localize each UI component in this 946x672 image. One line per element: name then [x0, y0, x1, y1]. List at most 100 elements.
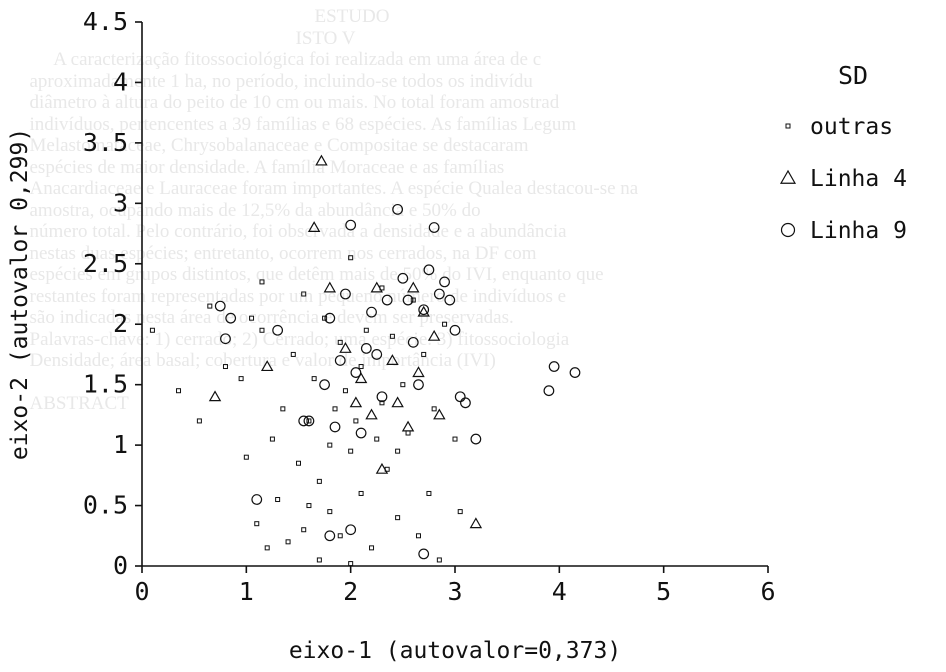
point-outras — [363, 327, 369, 333]
point-linha-9 — [340, 288, 351, 300]
point-linha-9 — [214, 300, 226, 312]
y-tick-label: 3.5 — [83, 128, 128, 157]
point-linha-9 — [366, 306, 377, 318]
point-linha-9 — [329, 421, 341, 433]
point-outras — [327, 442, 333, 448]
point-linha-9 — [298, 415, 310, 427]
legend-marker-linha-9 — [780, 222, 796, 238]
point-linha-9 — [423, 264, 435, 276]
point-outras — [337, 339, 343, 345]
point-linha-4 — [208, 390, 222, 402]
point-linha-9 — [376, 391, 388, 403]
point-linha-9 — [381, 294, 393, 306]
y-tick-label: 4 — [113, 67, 128, 96]
point-outras — [149, 327, 155, 333]
point-outras — [431, 406, 437, 412]
point-linha-9 — [444, 294, 456, 306]
point-linha-4 — [401, 420, 415, 432]
y-tick-label: 0.5 — [83, 491, 128, 520]
point-outras — [353, 418, 359, 424]
x-tick-label: 2 — [343, 577, 358, 606]
point-linha-9 — [345, 219, 357, 231]
legend-title: SD — [838, 61, 868, 90]
point-linha-9 — [303, 415, 315, 427]
point-outras — [259, 327, 265, 333]
point-outras — [410, 297, 416, 303]
point-outras — [327, 509, 333, 515]
point-linha-9 — [407, 336, 419, 348]
point-outras — [369, 545, 375, 551]
point-linha-4 — [260, 360, 274, 372]
y-tick-label: 3 — [113, 188, 128, 217]
x-tick-label: 5 — [656, 577, 671, 606]
y-axis-ticks: 0 0.5 1 1.5 2 2.5 3 3.5 4 4.5 — [83, 7, 142, 580]
point-outras — [316, 557, 322, 563]
point-outras — [196, 418, 202, 424]
point-linha-9 — [251, 494, 263, 505]
point-linha-9 — [428, 222, 440, 233]
point-outras — [285, 539, 291, 545]
point-outras — [249, 315, 255, 321]
point-outras — [264, 545, 270, 551]
legend-label-linha-4: Linha 4 — [810, 166, 907, 192]
point-outras — [311, 376, 317, 382]
y-tick-label: 1 — [113, 430, 128, 459]
point-linha-9 — [392, 203, 404, 215]
x-tick-label: 1 — [239, 577, 254, 606]
point-linha-4 — [365, 408, 378, 420]
point-outras — [306, 503, 312, 509]
point-linha-9 — [355, 427, 367, 439]
x-tick-label: 6 — [760, 577, 775, 606]
point-linha-9 — [454, 391, 466, 403]
point-linha-9 — [371, 349, 383, 360]
point-outras — [222, 364, 228, 370]
point-linha-4 — [370, 281, 383, 293]
point-outras — [348, 448, 354, 454]
y-tick-label: 1.5 — [83, 370, 128, 399]
legend-label-linha-9: Linha 9 — [810, 218, 907, 244]
point-outras — [337, 533, 343, 539]
point-outras — [379, 400, 385, 406]
y-axis-title: eixo-2 (autovalor 0,299) — [7, 128, 33, 460]
point-outras — [254, 521, 260, 527]
point-outras — [290, 351, 296, 357]
point-linha-9 — [433, 288, 445, 300]
point-linha-9 — [334, 355, 346, 366]
point-outras — [259, 279, 265, 285]
point-linha-9 — [439, 276, 450, 288]
point-outras — [374, 436, 380, 442]
point-linha-4 — [354, 372, 368, 384]
point-outras — [275, 497, 281, 503]
point-linha-9 — [324, 530, 336, 542]
point-linha-9 — [548, 361, 560, 372]
point-outras — [243, 454, 249, 460]
point-linha-9 — [470, 433, 482, 445]
point-outras — [176, 388, 182, 394]
point-outras — [280, 406, 286, 412]
point-linha-9 — [272, 324, 284, 336]
point-linha-9 — [319, 379, 330, 391]
point-linha-9 — [360, 343, 372, 354]
point-linha-9 — [413, 379, 424, 391]
point-outras — [426, 490, 432, 496]
point-linha-9 — [569, 367, 581, 378]
point-outras — [421, 351, 427, 357]
point-outras — [358, 364, 364, 370]
point-linha-9 — [418, 304, 430, 316]
point-outras — [348, 561, 354, 567]
point-linha-9 — [543, 385, 555, 397]
point-outras — [301, 291, 307, 297]
point-linha-9 — [324, 312, 336, 324]
legend-marker-outras — [785, 123, 791, 129]
point-outras — [358, 490, 364, 496]
point-linha-9 — [220, 333, 231, 345]
chart-axes — [141, 22, 768, 567]
point-outras — [348, 255, 354, 261]
point-linha-9 — [350, 367, 362, 378]
point-outras — [316, 478, 322, 484]
point-linha-4 — [433, 408, 446, 420]
point-linha-4 — [407, 281, 420, 293]
point-outras — [395, 448, 401, 454]
point-linha-4 — [339, 341, 352, 353]
